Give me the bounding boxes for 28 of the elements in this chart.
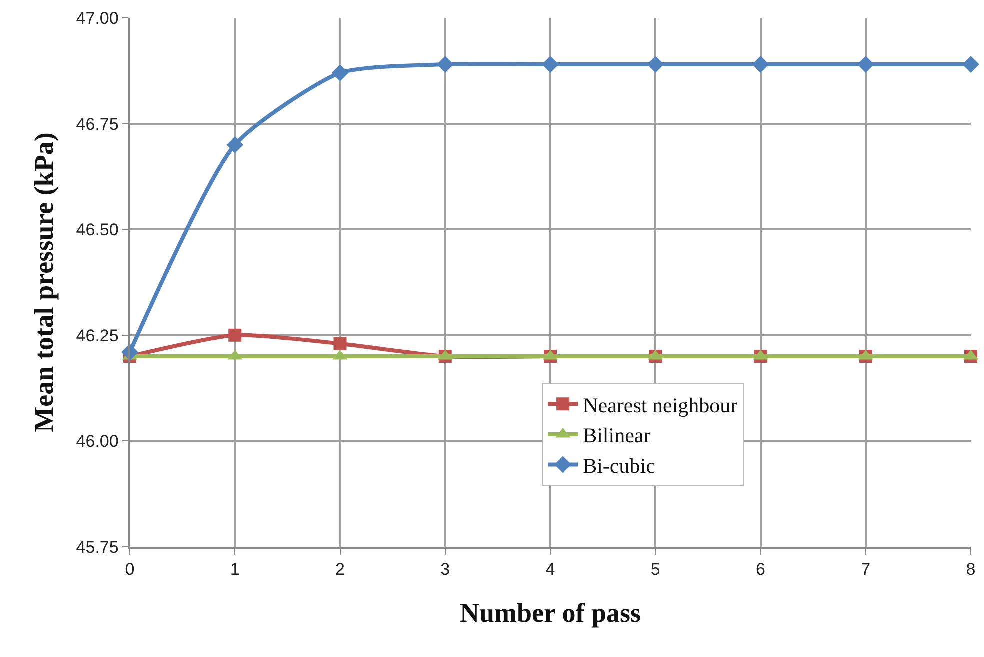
x-tick-label: 3	[440, 560, 450, 580]
y-axis-title: Mean total pressure (kPa)	[28, 132, 59, 432]
point	[436, 56, 454, 73]
x-tick-label: 6	[756, 560, 766, 580]
x-tick-label: 2	[336, 560, 345, 580]
legend-label: Nearest neighbour	[583, 393, 738, 418]
x-tick-label: 7	[861, 560, 871, 580]
point	[332, 64, 349, 82]
point	[226, 136, 244, 154]
y-tick-label: 46.75	[76, 114, 119, 134]
y-tick-label: 47.00	[76, 8, 119, 28]
y-tick-label: 45.75	[76, 538, 119, 557]
point	[962, 56, 980, 73]
point	[228, 328, 242, 342]
point	[334, 337, 347, 350]
x-tick-label: 0	[125, 560, 135, 580]
point	[542, 56, 559, 73]
x-tick-label: 4	[546, 560, 556, 580]
legend-label: Bilinear	[583, 424, 651, 448]
x-tick-label: 8	[966, 560, 976, 580]
y-tick-label: 46.50	[76, 220, 119, 240]
point	[752, 56, 770, 73]
legend-label: Bi-cubic	[583, 454, 656, 478]
x-axis-title: Number of pass	[460, 598, 642, 628]
y-tick-label: 46.25	[76, 326, 119, 346]
y-tick-label: 46.00	[76, 432, 119, 452]
x-tick-label: 1	[230, 560, 240, 580]
x-tick-label: 5	[650, 560, 660, 580]
